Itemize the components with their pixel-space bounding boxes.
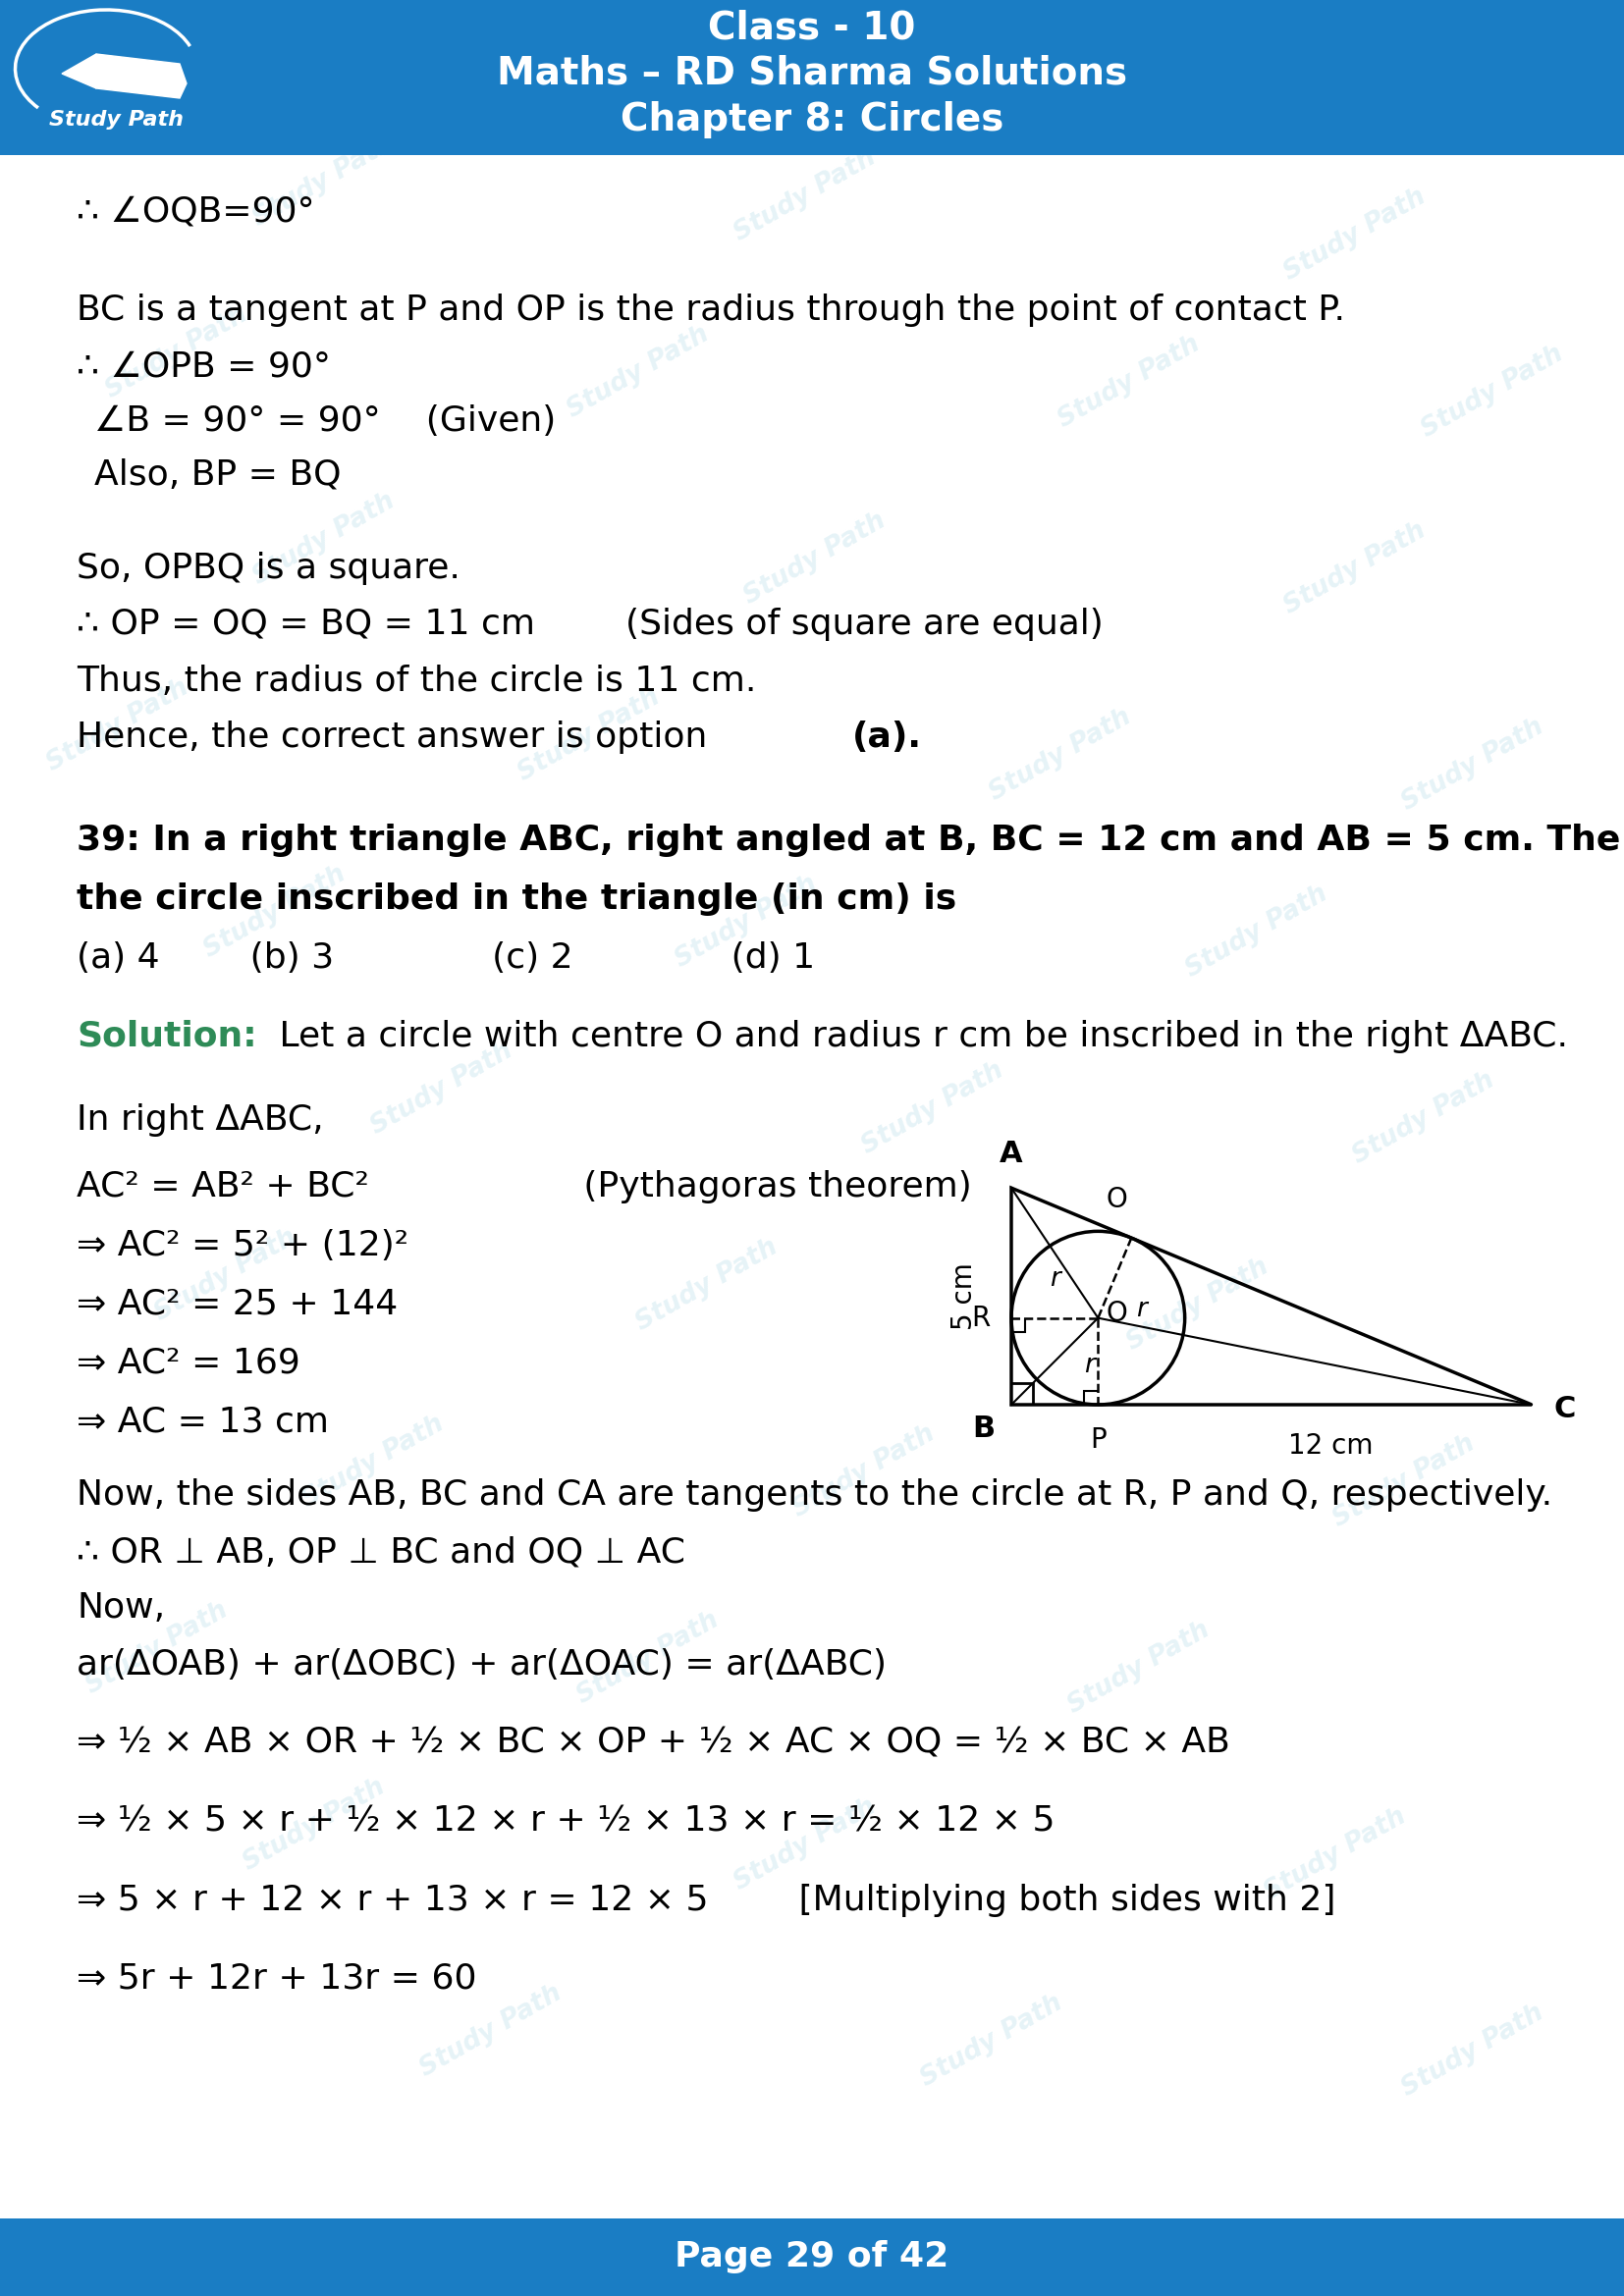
Text: ⇒ AC = 13 cm: ⇒ AC = 13 cm: [76, 1405, 330, 1440]
Text: Maths – RD Sharma Solutions: Maths – RD Sharma Solutions: [497, 55, 1127, 92]
Text: Study Path: Study Path: [248, 489, 400, 590]
Text: ∴ OR ⊥ AB, OP ⊥ BC and OQ ⊥ AC: ∴ OR ⊥ AB, OP ⊥ BC and OQ ⊥ AC: [76, 1536, 685, 1568]
Text: ⇒ AC² = 25 + 144: ⇒ AC² = 25 + 144: [76, 1288, 398, 1320]
Text: Study Path: Study Path: [632, 1233, 783, 1336]
Text: ∴ ∠OPB = 90°: ∴ ∠OPB = 90°: [76, 349, 331, 383]
Text: Study Path: Study Path: [1348, 1068, 1499, 1169]
Text: Study Path: Study Path: [564, 321, 713, 422]
Text: Study Path: Study Path: [1397, 714, 1548, 815]
Text: Study Path: Study Path: [729, 1793, 880, 1896]
Text: ∠B = 90° = 90°    (Given): ∠B = 90° = 90° (Given): [94, 404, 555, 436]
Text: Study Path: Study Path: [42, 675, 193, 776]
Text: Solution:: Solution:: [76, 1019, 257, 1054]
Text: A: A: [1000, 1139, 1023, 1169]
Text: Study Path: Study Path: [729, 145, 880, 246]
Text: O: O: [1106, 1187, 1127, 1215]
Text: P: P: [1090, 1426, 1106, 1453]
Text: Study Path: Study Path: [1054, 331, 1205, 432]
Text: B: B: [973, 1414, 996, 1442]
Text: Study Path: Study Path: [1181, 882, 1332, 983]
Text: Class - 10: Class - 10: [708, 9, 916, 46]
Text: In right ΔABC,: In right ΔABC,: [76, 1104, 323, 1137]
Text: Study Path: Study Path: [239, 1775, 390, 1876]
Text: Study Path: Study Path: [573, 1607, 724, 1708]
Text: r: r: [1137, 1297, 1147, 1322]
Text: Hence, the correct answer is option: Hence, the correct answer is option: [76, 721, 718, 753]
Polygon shape: [62, 55, 96, 87]
Text: Study Path: Study Path: [1328, 1430, 1479, 1531]
Text: AC² = AB² + BC²                   (Pythagoras theorem): AC² = AB² + BC² (Pythagoras theorem): [76, 1169, 971, 1203]
Text: Study Path: Study Path: [1418, 340, 1567, 443]
Polygon shape: [96, 55, 187, 99]
Text: Study Path: Study Path: [297, 1410, 448, 1513]
Text: Study Path: Study Path: [1122, 1254, 1273, 1355]
Text: Study Path: Study Path: [367, 1038, 518, 1139]
Text: Study Path: Study Path: [671, 870, 822, 974]
Text: Study Path: Study Path: [416, 1979, 567, 2082]
Text: Study Path: Study Path: [1280, 517, 1431, 620]
Text: Study Path: Study Path: [1397, 2000, 1548, 2101]
Text: Study Path: Study Path: [1064, 1616, 1215, 1720]
Text: ∴ OP = OQ = BQ = 11 cm        (Sides of square are equal): ∴ OP = OQ = BQ = 11 cm (Sides of square …: [76, 608, 1103, 641]
Text: Study Path: Study Path: [151, 1224, 302, 1327]
Text: Thus, the radius of the circle is 11 cm.: Thus, the radius of the circle is 11 cm.: [76, 664, 757, 698]
Text: r: r: [1049, 1265, 1060, 1293]
Text: Study Path: Study Path: [49, 110, 184, 129]
Text: r: r: [1085, 1352, 1095, 1378]
Text: Study Path: Study Path: [248, 129, 400, 232]
Text: Also, BP = BQ: Also, BP = BQ: [94, 457, 341, 491]
Text: ⇒ 5r + 12r + 13r = 60: ⇒ 5r + 12r + 13r = 60: [76, 1963, 477, 1995]
Text: 39: In a right triangle ABC, right angled at B, BC = 12 cm and AB = 5 cm. The ra: 39: In a right triangle ABC, right angle…: [76, 824, 1624, 856]
Text: Page 29 of 42: Page 29 of 42: [676, 2241, 948, 2273]
Text: ⇒ AC² = 169: ⇒ AC² = 169: [76, 1345, 300, 1380]
Text: C: C: [1553, 1396, 1575, 1424]
Text: Study Path: Study Path: [857, 1058, 1009, 1159]
Text: ar(ΔOAB) + ar(ΔOBC) + ar(ΔOAC) = ar(ΔABC): ar(ΔOAB) + ar(ΔOBC) + ar(ΔOAC) = ar(ΔABC…: [76, 1649, 887, 1681]
Text: ∴ ∠OQB=90°: ∴ ∠OQB=90°: [76, 195, 315, 230]
Text: 12 cm: 12 cm: [1288, 1433, 1372, 1460]
Text: Study Path: Study Path: [984, 705, 1135, 806]
Text: Now, the sides AB, BC and CA are tangents to the circle at R, P and Q, respectiv: Now, the sides AB, BC and CA are tangent…: [76, 1479, 1553, 1513]
Text: O: O: [1106, 1300, 1127, 1327]
Text: (a).: (a).: [853, 721, 922, 753]
Text: Let a circle with centre O and radius r cm be inscribed in the right ΔABC.: Let a circle with centre O and radius r …: [268, 1019, 1569, 1054]
Text: Study Path: Study Path: [1260, 1802, 1411, 1906]
Text: Study Path: Study Path: [101, 301, 252, 404]
Text: Study Path: Study Path: [81, 1598, 232, 1699]
Text: Study Path: Study Path: [916, 1991, 1067, 2092]
Text: BC is a tangent at P and OP is the radius through the point of contact P.: BC is a tangent at P and OP is the radiu…: [76, 294, 1345, 326]
Text: Study Path: Study Path: [789, 1421, 940, 1522]
Text: ⇒ ½ × 5 × r + ½ × 12 × r + ½ × 13 × r = ½ × 12 × 5: ⇒ ½ × 5 × r + ½ × 12 × r + ½ × 13 × r = …: [76, 1805, 1056, 1839]
Text: ⇒ AC² = 5² + (12)²: ⇒ AC² = 5² + (12)²: [76, 1228, 409, 1263]
Text: ⇒ ½ × AB × OR + ½ × BC × OP + ½ × AC × OQ = ½ × BC × AB: ⇒ ½ × AB × OR + ½ × BC × OP + ½ × AC × O…: [76, 1727, 1229, 1761]
Text: ⇒ 5 × r + 12 × r + 13 × r = 12 × 5        [Multiplying both sides with 2]: ⇒ 5 × r + 12 × r + 13 × r = 12 × 5 [Mult…: [76, 1883, 1337, 1917]
Text: 5 cm: 5 cm: [950, 1263, 978, 1329]
Text: Study Path: Study Path: [739, 507, 890, 608]
Text: So, OPBQ is a square.: So, OPBQ is a square.: [76, 551, 460, 585]
Text: R: R: [971, 1304, 989, 1332]
FancyBboxPatch shape: [0, 156, 1624, 2218]
Text: Study Path: Study Path: [513, 684, 664, 785]
Text: Chapter 8: Circles: Chapter 8: Circles: [620, 101, 1004, 138]
Text: Study Path: Study Path: [1280, 184, 1431, 285]
Text: Study Path: Study Path: [200, 861, 351, 962]
FancyBboxPatch shape: [0, 0, 1624, 156]
Text: Now,: Now,: [76, 1591, 166, 1626]
Text: the circle inscribed in the triangle (in cm) is: the circle inscribed in the triangle (in…: [76, 882, 957, 916]
FancyBboxPatch shape: [0, 2218, 1624, 2296]
Text: (a) 4        (b) 3              (c) 2              (d) 1: (a) 4 (b) 3 (c) 2 (d) 1: [76, 941, 815, 976]
